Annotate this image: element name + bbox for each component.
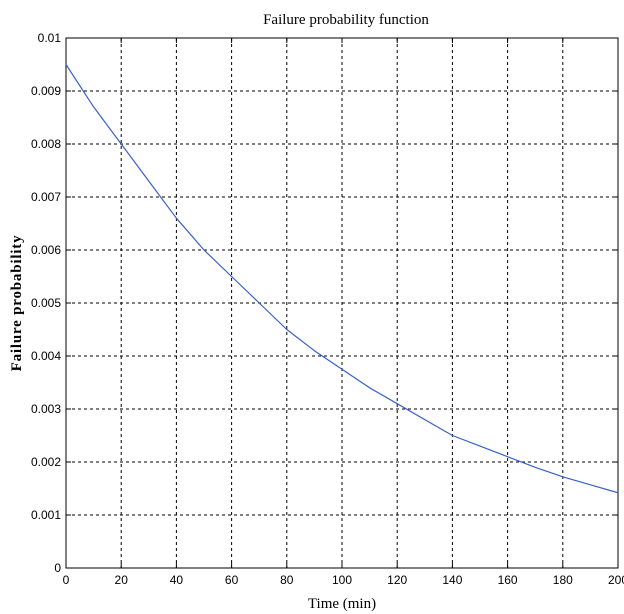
- x-tick-label: 160: [498, 573, 518, 587]
- y-tick-label: 0: [54, 561, 61, 575]
- y-tick-label: 0.006: [31, 243, 61, 257]
- y-tick-label: 0.007: [31, 190, 61, 204]
- y-tick-label: 0.005: [31, 296, 61, 310]
- x-tick-label: 80: [280, 573, 294, 587]
- x-tick-label: 40: [170, 573, 184, 587]
- x-tick-label: 0: [63, 573, 70, 587]
- x-tick-label: 180: [553, 573, 573, 587]
- series-group: [65, 64, 619, 494]
- y-tick-label: 0.009: [31, 84, 61, 98]
- y-tick-label: 0.01: [38, 31, 62, 45]
- x-axis-label: Time (min): [308, 596, 376, 612]
- series-line-0: [65, 64, 619, 494]
- chart-title: Failure probability function: [263, 12, 429, 28]
- y-tick-label: 0.001: [31, 508, 61, 522]
- x-tick-label: 120: [387, 573, 407, 587]
- x-tick-label: 100: [332, 573, 352, 587]
- grid: [66, 38, 618, 568]
- x-axis-ticks: 0 20 40 60 80 100 120 140 160 180 200: [63, 38, 624, 587]
- x-tick-label: 60: [225, 573, 239, 587]
- y-tick-label: 0.003: [31, 402, 61, 416]
- x-tick-label: 20: [115, 573, 129, 587]
- y-tick-label: 0.004: [31, 349, 61, 363]
- y-axis-ticks: 0 0.001 0.002 0.003 0.004 0.005 0.006 0.007 0.00…: [31, 31, 618, 575]
- y-tick-label: 0.008: [31, 137, 61, 151]
- x-tick-label: 200: [608, 573, 624, 587]
- y-axis-label: Failure probability: [9, 235, 25, 372]
- x-tick-label: 140: [442, 573, 462, 587]
- y-tick-label: 0.002: [31, 455, 61, 469]
